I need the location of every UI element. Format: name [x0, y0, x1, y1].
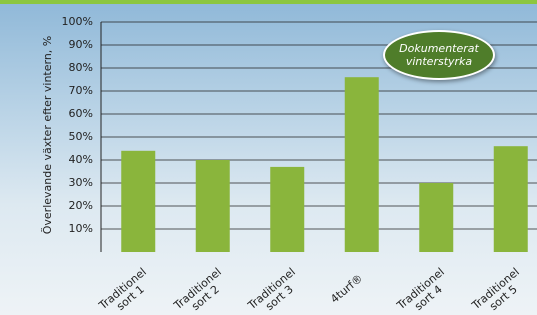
y-tick-label: 30%	[69, 176, 93, 189]
y-tick-label: 20%	[69, 199, 93, 212]
y-tick-label: 90%	[69, 38, 93, 51]
bar	[121, 151, 155, 252]
y-tick-label: 80%	[69, 61, 93, 74]
bar	[494, 146, 528, 252]
y-tick-label: 10%	[69, 222, 93, 235]
y-axis-label: Överlevande växter efter vintern, %	[41, 36, 54, 235]
y-tick-label: 50%	[69, 130, 93, 143]
annotation: Dokumenterat vinterstyrka	[383, 30, 495, 80]
bar	[196, 160, 230, 252]
chart: Överlevande växter efter vintern, % 10% 2…	[0, 0, 537, 315]
y-tick-label: 40%	[69, 153, 93, 166]
bar	[270, 167, 304, 252]
y-tick-label: 60%	[69, 107, 93, 120]
bar	[345, 77, 379, 252]
bar	[419, 183, 453, 252]
y-tick-label: 100%	[62, 15, 93, 28]
y-tick-label: 70%	[69, 84, 93, 97]
